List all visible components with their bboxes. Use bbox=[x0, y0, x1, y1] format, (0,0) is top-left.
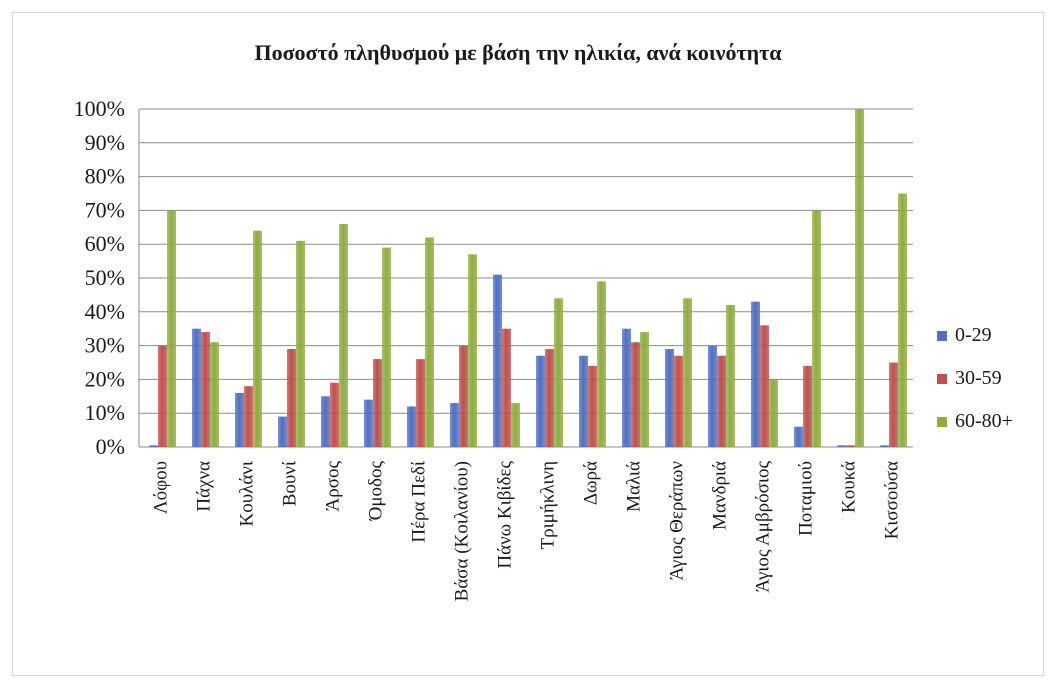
legend-swatch-30-59 bbox=[937, 374, 947, 384]
legend-label-0-29: 0-29 bbox=[955, 324, 992, 346]
bar-0-29-4 bbox=[321, 396, 330, 447]
bar-60-80+-14 bbox=[769, 379, 778, 447]
x-tick-label: Κισσούσα bbox=[882, 461, 903, 539]
x-tick-label: Δωρά bbox=[581, 461, 602, 505]
chart-title: Ποσοστό πληθυσμού με βάση την ηλικία, αν… bbox=[254, 40, 782, 65]
bar-0-29-5 bbox=[364, 399, 373, 447]
bar-30-59-8 bbox=[502, 328, 511, 447]
legend-swatch-60-80+ bbox=[937, 417, 947, 427]
bar-60-80+-10 bbox=[597, 281, 606, 447]
bar-30-59-4 bbox=[330, 382, 339, 447]
bars bbox=[149, 109, 907, 447]
bar-0-29-13 bbox=[708, 345, 717, 447]
legend-swatch-0-29 bbox=[937, 331, 947, 341]
x-tick-label: Μανδριά bbox=[710, 461, 731, 530]
bar-0-29-0 bbox=[149, 445, 158, 447]
x-tick-label: Άγιος Θεράπων bbox=[667, 461, 688, 581]
bar-60-80+-11 bbox=[640, 332, 649, 447]
bar-30-59-12 bbox=[674, 355, 683, 447]
x-axis-ticks: Λόφου Πάχνα Κουλάνι Βουνί Άρσος Όμοδος Πέρα Πε… bbox=[151, 460, 903, 601]
x-tick-label: Πέρα Πεδί bbox=[409, 460, 430, 543]
y-tick-label: 70% bbox=[85, 197, 125, 222]
bar-60-80+-15 bbox=[812, 210, 821, 447]
bar-60-80+-4 bbox=[339, 223, 348, 447]
y-tick-label: 80% bbox=[85, 164, 125, 189]
x-tick-label: Όμοδος bbox=[366, 461, 387, 522]
bar-30-59-2 bbox=[244, 386, 253, 447]
bar-30-59-5 bbox=[373, 359, 382, 447]
x-tick-label: Βάσα (Κοιλανίου) bbox=[452, 461, 473, 601]
legend-label-30-59: 30-59 bbox=[955, 367, 1002, 389]
bar-0-29-1 bbox=[192, 328, 201, 447]
x-tick-label: Μαλιά bbox=[624, 461, 645, 512]
bar-0-29-17 bbox=[880, 445, 889, 447]
bar-30-59-13 bbox=[717, 355, 726, 447]
x-tick-label: Τριμήκλινη bbox=[538, 461, 559, 550]
bar-30-59-14 bbox=[760, 325, 769, 447]
bar-0-29-11 bbox=[622, 328, 631, 447]
bar-60-80+-5 bbox=[382, 247, 391, 447]
bar-0-29-9 bbox=[536, 355, 545, 447]
x-tick-label: Κουλάνι bbox=[237, 460, 258, 526]
bar-60-80+-0 bbox=[167, 210, 176, 447]
y-tick-label: 30% bbox=[85, 333, 125, 358]
bar-30-59-9 bbox=[545, 348, 554, 447]
bar-30-59-0 bbox=[158, 345, 167, 447]
bar-0-29-15 bbox=[794, 426, 803, 447]
y-tick-label: 100% bbox=[74, 96, 125, 121]
bar-60-80+-17 bbox=[898, 193, 907, 447]
bar-60-80+-2 bbox=[253, 230, 262, 447]
x-tick-label: Ποταμιού bbox=[796, 461, 817, 536]
y-tick-label: 0% bbox=[96, 434, 125, 459]
bar-60-80+-3 bbox=[296, 240, 305, 447]
chart-frame: Ποσοστό πληθυσμού με βάση την ηλικία, αν… bbox=[12, 12, 1044, 676]
bar-30-59-3 bbox=[287, 348, 296, 447]
bar-0-29-8 bbox=[493, 274, 502, 447]
bar-30-59-1 bbox=[201, 332, 210, 447]
bar-30-59-17 bbox=[889, 362, 898, 447]
bar-0-29-2 bbox=[235, 392, 244, 447]
y-tick-label: 90% bbox=[85, 130, 125, 155]
x-tick-label: Βουνί bbox=[280, 460, 301, 506]
bar-60-80+-8 bbox=[511, 403, 520, 447]
grid bbox=[138, 108, 913, 448]
bar-60-80+-13 bbox=[726, 305, 735, 447]
bar-30-59-6 bbox=[416, 359, 425, 447]
x-tick-label: Λόφου bbox=[151, 461, 172, 514]
chart-canvas: Ποσοστό πληθυσμού με βάση την ηλικία, αν… bbox=[74, 40, 1013, 601]
bar-30-59-11 bbox=[631, 342, 640, 447]
bar-0-29-16 bbox=[837, 445, 846, 447]
bar-60-80+-16 bbox=[855, 109, 864, 447]
y-tick-label: 10% bbox=[85, 400, 125, 425]
bar-0-29-6 bbox=[407, 406, 416, 447]
y-tick-label: 50% bbox=[85, 265, 125, 290]
bar-60-80+-9 bbox=[554, 298, 563, 447]
bar-60-80+-6 bbox=[425, 237, 434, 447]
bar-0-29-12 bbox=[665, 348, 674, 447]
bar-60-80+-1 bbox=[210, 342, 219, 447]
bar-0-29-7 bbox=[450, 403, 459, 447]
x-tick-label: Πάχνα bbox=[194, 461, 215, 512]
y-tick-label: 20% bbox=[85, 366, 125, 391]
bar-30-59-10 bbox=[588, 365, 597, 447]
y-axis-ticks: 0% 10% 20% 30% 40% 50% 60% 70% 80% 90% 100% bbox=[74, 96, 125, 459]
y-tick-label: 40% bbox=[85, 299, 125, 324]
x-tick-label: Άγιος Αμβρόσιος bbox=[753, 461, 774, 593]
bar-0-29-14 bbox=[751, 301, 760, 447]
bar-60-80+-7 bbox=[468, 254, 477, 447]
bar-0-29-10 bbox=[579, 355, 588, 447]
legend-label-60-80+: 60-80+ bbox=[955, 410, 1013, 432]
bar-0-29-3 bbox=[278, 416, 287, 447]
legend: 0-29 30-59 60-80+ bbox=[937, 324, 1013, 432]
y-tick-label: 60% bbox=[85, 231, 125, 256]
bar-30-59-7 bbox=[459, 345, 468, 447]
bar-30-59-16 bbox=[846, 445, 855, 447]
bar-60-80+-12 bbox=[683, 298, 692, 447]
x-tick-label: Άρσος bbox=[323, 461, 344, 512]
x-tick-label: Πάνω Κιβίδες bbox=[495, 461, 516, 569]
x-tick-label: Κουκά bbox=[839, 461, 860, 513]
bar-30-59-15 bbox=[803, 365, 812, 447]
